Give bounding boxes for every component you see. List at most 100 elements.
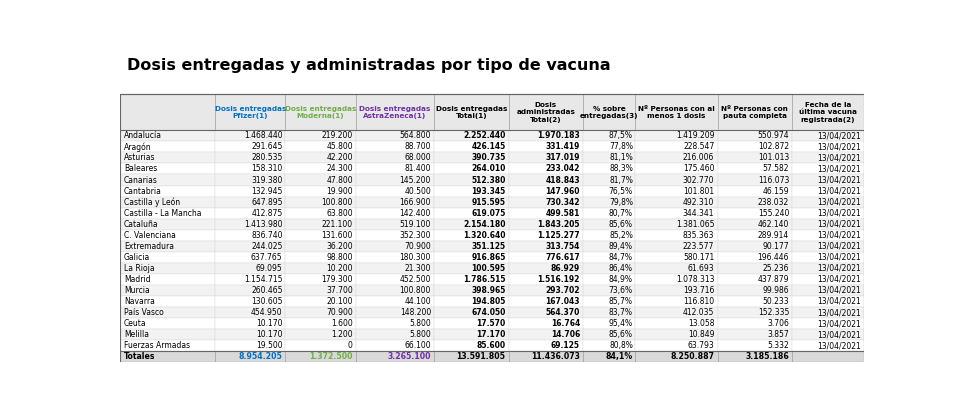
Text: 637.765: 637.765 <box>251 253 282 262</box>
Bar <box>355 197 434 208</box>
Bar <box>355 130 434 141</box>
Text: 66.100: 66.100 <box>404 341 431 350</box>
Bar <box>635 175 718 186</box>
Text: 915.595: 915.595 <box>471 198 506 207</box>
Text: 47.800: 47.800 <box>326 175 352 184</box>
Bar <box>120 197 215 208</box>
Bar <box>434 197 509 208</box>
Text: 57.582: 57.582 <box>762 164 789 173</box>
Text: 10.170: 10.170 <box>256 319 282 328</box>
Bar <box>285 241 355 252</box>
Text: 37.700: 37.700 <box>326 286 352 295</box>
Text: 86.929: 86.929 <box>551 264 580 273</box>
Text: Dosis entregadas y administradas por tipo de vacuna: Dosis entregadas y administradas por tip… <box>128 58 612 73</box>
Bar <box>718 318 792 329</box>
Bar <box>120 307 215 318</box>
Text: 412.875: 412.875 <box>252 209 282 218</box>
Bar <box>355 329 434 340</box>
Bar <box>718 351 792 362</box>
Text: 69.125: 69.125 <box>551 341 580 350</box>
Text: 81,1%: 81,1% <box>610 153 633 162</box>
Text: 836.740: 836.740 <box>251 231 282 240</box>
Text: Nº Personas con al
menos 1 dosis: Nº Personas con al menos 1 dosis <box>638 105 715 119</box>
Bar <box>718 252 792 263</box>
Bar <box>792 296 864 307</box>
Text: 83,7%: 83,7% <box>609 308 633 317</box>
Bar <box>718 230 792 241</box>
Text: 289.914: 289.914 <box>757 231 789 240</box>
Bar <box>635 186 718 197</box>
Bar <box>583 241 635 252</box>
Text: 331.419: 331.419 <box>545 142 580 151</box>
Bar <box>792 351 864 362</box>
Bar <box>718 130 792 141</box>
Text: 10.200: 10.200 <box>326 264 352 273</box>
Text: 84,7%: 84,7% <box>609 253 633 262</box>
Bar <box>285 197 355 208</box>
Text: 219.200: 219.200 <box>322 131 352 140</box>
Text: 89,4%: 89,4% <box>609 242 633 251</box>
Text: 8.250.887: 8.250.887 <box>670 352 714 361</box>
Text: 14.706: 14.706 <box>551 330 580 339</box>
Text: 550.974: 550.974 <box>757 131 789 140</box>
Text: 3.857: 3.857 <box>767 330 789 339</box>
Bar <box>355 208 434 219</box>
Text: Canarias: Canarias <box>124 175 157 184</box>
Bar <box>434 164 509 175</box>
Text: Aragón: Aragón <box>124 142 152 152</box>
Bar <box>434 307 509 318</box>
Text: Dosis
administradas
Total(2): Dosis administradas Total(2) <box>516 102 575 123</box>
Bar <box>215 318 285 329</box>
Bar <box>120 329 215 340</box>
Bar <box>120 130 215 141</box>
Text: 317.019: 317.019 <box>545 153 580 162</box>
Bar <box>583 152 635 164</box>
Bar <box>718 175 792 186</box>
Bar <box>718 186 792 197</box>
Text: 13/04/2021: 13/04/2021 <box>817 209 861 218</box>
Text: 100.595: 100.595 <box>471 264 506 273</box>
Bar <box>215 307 285 318</box>
Bar <box>120 94 864 362</box>
Text: 291.645: 291.645 <box>252 142 282 151</box>
Bar <box>434 340 509 351</box>
Bar <box>285 141 355 152</box>
Bar <box>509 296 583 307</box>
Bar <box>434 296 509 307</box>
Bar <box>583 130 635 141</box>
Text: 180.300: 180.300 <box>399 253 431 262</box>
Text: 1.200: 1.200 <box>331 330 352 339</box>
Text: 13/04/2021: 13/04/2021 <box>817 242 861 251</box>
Text: 84,1%: 84,1% <box>606 352 633 361</box>
Text: 81.400: 81.400 <box>404 164 431 173</box>
Bar <box>718 296 792 307</box>
Text: 437.879: 437.879 <box>757 275 789 284</box>
Text: Asturias: Asturias <box>124 153 156 162</box>
Bar <box>355 186 434 197</box>
Text: 519.100: 519.100 <box>399 220 431 229</box>
Bar <box>635 141 718 152</box>
Bar <box>215 329 285 340</box>
Text: 1.125.277: 1.125.277 <box>538 231 580 240</box>
Bar <box>635 164 718 175</box>
Bar <box>509 252 583 263</box>
Text: 13/04/2021: 13/04/2021 <box>817 264 861 273</box>
Bar <box>635 296 718 307</box>
Text: 730.342: 730.342 <box>545 198 580 207</box>
Bar <box>120 164 215 175</box>
Text: La Rioja: La Rioja <box>124 264 155 273</box>
Bar <box>355 274 434 285</box>
Text: 1.600: 1.600 <box>331 319 352 328</box>
Bar <box>434 285 509 296</box>
Text: 13/04/2021: 13/04/2021 <box>817 319 861 328</box>
Bar <box>583 351 635 362</box>
Bar <box>583 175 635 186</box>
Bar <box>509 175 583 186</box>
Text: 95,4%: 95,4% <box>609 319 633 328</box>
Text: % sobre
entregadas(3): % sobre entregadas(3) <box>580 105 638 119</box>
Bar <box>285 230 355 241</box>
Text: Dosis entregadas
Pfizer(1): Dosis entregadas Pfizer(1) <box>214 105 286 119</box>
Text: 80,7%: 80,7% <box>609 209 633 218</box>
Bar <box>285 252 355 263</box>
Text: Castilla - La Mancha: Castilla - La Mancha <box>124 209 202 218</box>
